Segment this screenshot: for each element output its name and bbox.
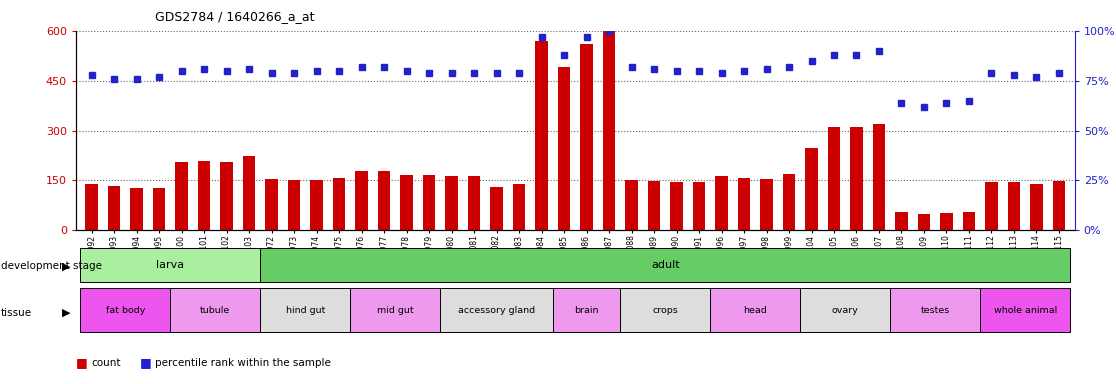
Bar [828,127,840,230]
Bar [131,188,143,230]
Bar [985,182,998,230]
Bar [552,288,620,332]
Bar [806,148,818,230]
Bar [715,177,728,230]
Bar [350,288,441,332]
Text: development stage: development stage [1,262,103,271]
Bar [693,182,705,230]
Bar [980,288,1070,332]
Text: larva: larva [156,260,184,270]
Bar [1052,181,1065,230]
Text: hind gut: hind gut [286,306,325,314]
Bar [620,288,710,332]
Bar [175,162,187,230]
Bar [260,288,350,332]
Bar [1030,184,1042,230]
Bar [80,288,171,332]
Bar [895,212,907,230]
Text: percentile rank within the sample: percentile rank within the sample [155,358,331,368]
Bar [221,162,233,230]
Bar [198,161,210,230]
Bar [558,67,570,230]
Bar [891,288,980,332]
Bar [850,127,863,230]
Text: GDS2784 / 1640266_a_at: GDS2784 / 1640266_a_at [155,10,314,23]
Bar [468,177,480,230]
Bar [1008,182,1020,230]
Text: tissue: tissue [1,308,32,318]
Bar [355,171,368,230]
Bar [401,175,413,230]
Bar [266,179,278,230]
Bar [580,44,593,230]
Text: ■: ■ [140,356,152,369]
Bar [536,41,548,230]
Bar [917,214,930,230]
Bar [80,248,260,282]
Bar [603,31,615,230]
Bar [445,177,458,230]
Text: ▶: ▶ [61,308,70,318]
Bar [800,288,891,332]
Bar [108,187,121,230]
Bar [671,182,683,230]
Bar [760,179,772,230]
Text: mid gut: mid gut [377,306,414,314]
Text: ■: ■ [76,356,88,369]
Bar [288,180,300,230]
Bar [86,184,98,230]
Bar [513,184,526,230]
Bar [153,188,165,230]
Text: accessory gland: accessory gland [458,306,536,314]
Text: crops: crops [653,306,679,314]
Bar [333,178,345,230]
Bar [963,212,975,230]
Bar [710,288,800,332]
Text: fat body: fat body [106,306,145,314]
Bar [243,156,256,230]
Text: ovary: ovary [831,306,858,314]
Text: testes: testes [921,306,950,314]
Bar [423,175,435,230]
Text: count: count [92,358,121,368]
Bar [648,181,661,230]
Bar [171,288,260,332]
Bar [310,180,323,230]
Bar [260,248,1070,282]
Bar [873,124,885,230]
Bar [738,178,750,230]
Text: head: head [743,306,767,314]
Bar [782,174,796,230]
Text: tubule: tubule [200,306,231,314]
Text: brain: brain [575,306,599,314]
Bar [378,171,391,230]
Bar [941,213,953,230]
Text: ▶: ▶ [61,262,70,271]
Text: whole animal: whole animal [993,306,1057,314]
Bar [625,180,637,230]
Text: adult: adult [651,260,680,270]
Bar [441,288,552,332]
Bar [490,187,502,230]
